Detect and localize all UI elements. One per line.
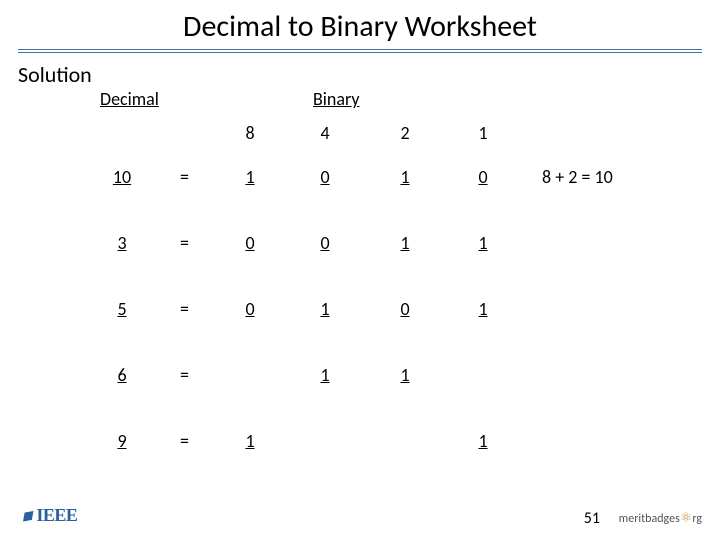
decimal-value: 5 bbox=[108, 298, 136, 320]
meritbadges-text-pre: meritbadges bbox=[619, 512, 680, 526]
equals-sign: = bbox=[180, 298, 189, 320]
bit-1: 1 bbox=[467, 298, 499, 320]
decimal-column-header: Decimal bbox=[100, 88, 159, 110]
bit-2: 1 bbox=[389, 232, 421, 254]
bit-8: 1 bbox=[234, 166, 266, 188]
table-row: 3 = 0 0 1 1 bbox=[0, 232, 720, 298]
row-note: 8 + 2 = 10 bbox=[542, 166, 613, 188]
footer: ◆IEEE 51 meritbadges⚛rg bbox=[0, 498, 720, 532]
table-row: 5 = 0 1 0 1 bbox=[0, 298, 720, 364]
binary-column-header: Binary bbox=[313, 88, 360, 110]
bit-2: 0 bbox=[389, 298, 421, 320]
equals-sign: = bbox=[180, 232, 189, 254]
data-rows: 10 = 1 0 1 0 8 + 2 = 10 3 = 0 0 1 1 5 = … bbox=[0, 166, 720, 496]
bit-4: 1 bbox=[309, 298, 341, 320]
slide-number: 51 bbox=[584, 509, 600, 528]
decimal-value: 10 bbox=[108, 166, 136, 188]
meritbadges-text-suf: rg bbox=[692, 512, 702, 526]
bit-8: 0 bbox=[234, 298, 266, 320]
meritbadges-logo: meritbadges⚛rg bbox=[619, 509, 702, 526]
decimal-value: 3 bbox=[108, 232, 136, 254]
place-2: 2 bbox=[390, 122, 420, 144]
place-4: 4 bbox=[310, 122, 340, 144]
place-8: 8 bbox=[235, 122, 265, 144]
table-row: 6 = 1 1 bbox=[0, 364, 720, 430]
equals-sign: = bbox=[180, 166, 189, 188]
bit-1: 1 bbox=[467, 232, 499, 254]
bit-4: 1 bbox=[309, 364, 341, 386]
atom-icon: ⚛ bbox=[680, 509, 693, 526]
bit-1: 1 bbox=[467, 430, 499, 452]
ieee-text: IEEE bbox=[36, 505, 77, 525]
bit-8: 0 bbox=[234, 232, 266, 254]
equals-sign: = bbox=[180, 430, 189, 452]
equals-sign: = bbox=[180, 364, 189, 386]
bit-1: 0 bbox=[467, 166, 499, 188]
title-rule bbox=[18, 49, 702, 53]
page-title: Decimal to Binary Worksheet bbox=[0, 0, 720, 49]
bit-2: 1 bbox=[389, 364, 421, 386]
bit-4: 0 bbox=[309, 166, 341, 188]
table-row: 9 = 1 1 bbox=[0, 430, 720, 496]
bit-4: 0 bbox=[309, 232, 341, 254]
decimal-value: 9 bbox=[108, 430, 136, 452]
ieee-logo: ◆IEEE bbox=[22, 505, 77, 526]
section-heading: Solution bbox=[0, 55, 720, 88]
table-row: 10 = 1 0 1 0 8 + 2 = 10 bbox=[0, 166, 720, 232]
bit-2: 1 bbox=[389, 166, 421, 188]
decimal-value: 6 bbox=[108, 364, 136, 386]
bit-8: 1 bbox=[234, 430, 266, 452]
place-1: 1 bbox=[468, 122, 498, 144]
